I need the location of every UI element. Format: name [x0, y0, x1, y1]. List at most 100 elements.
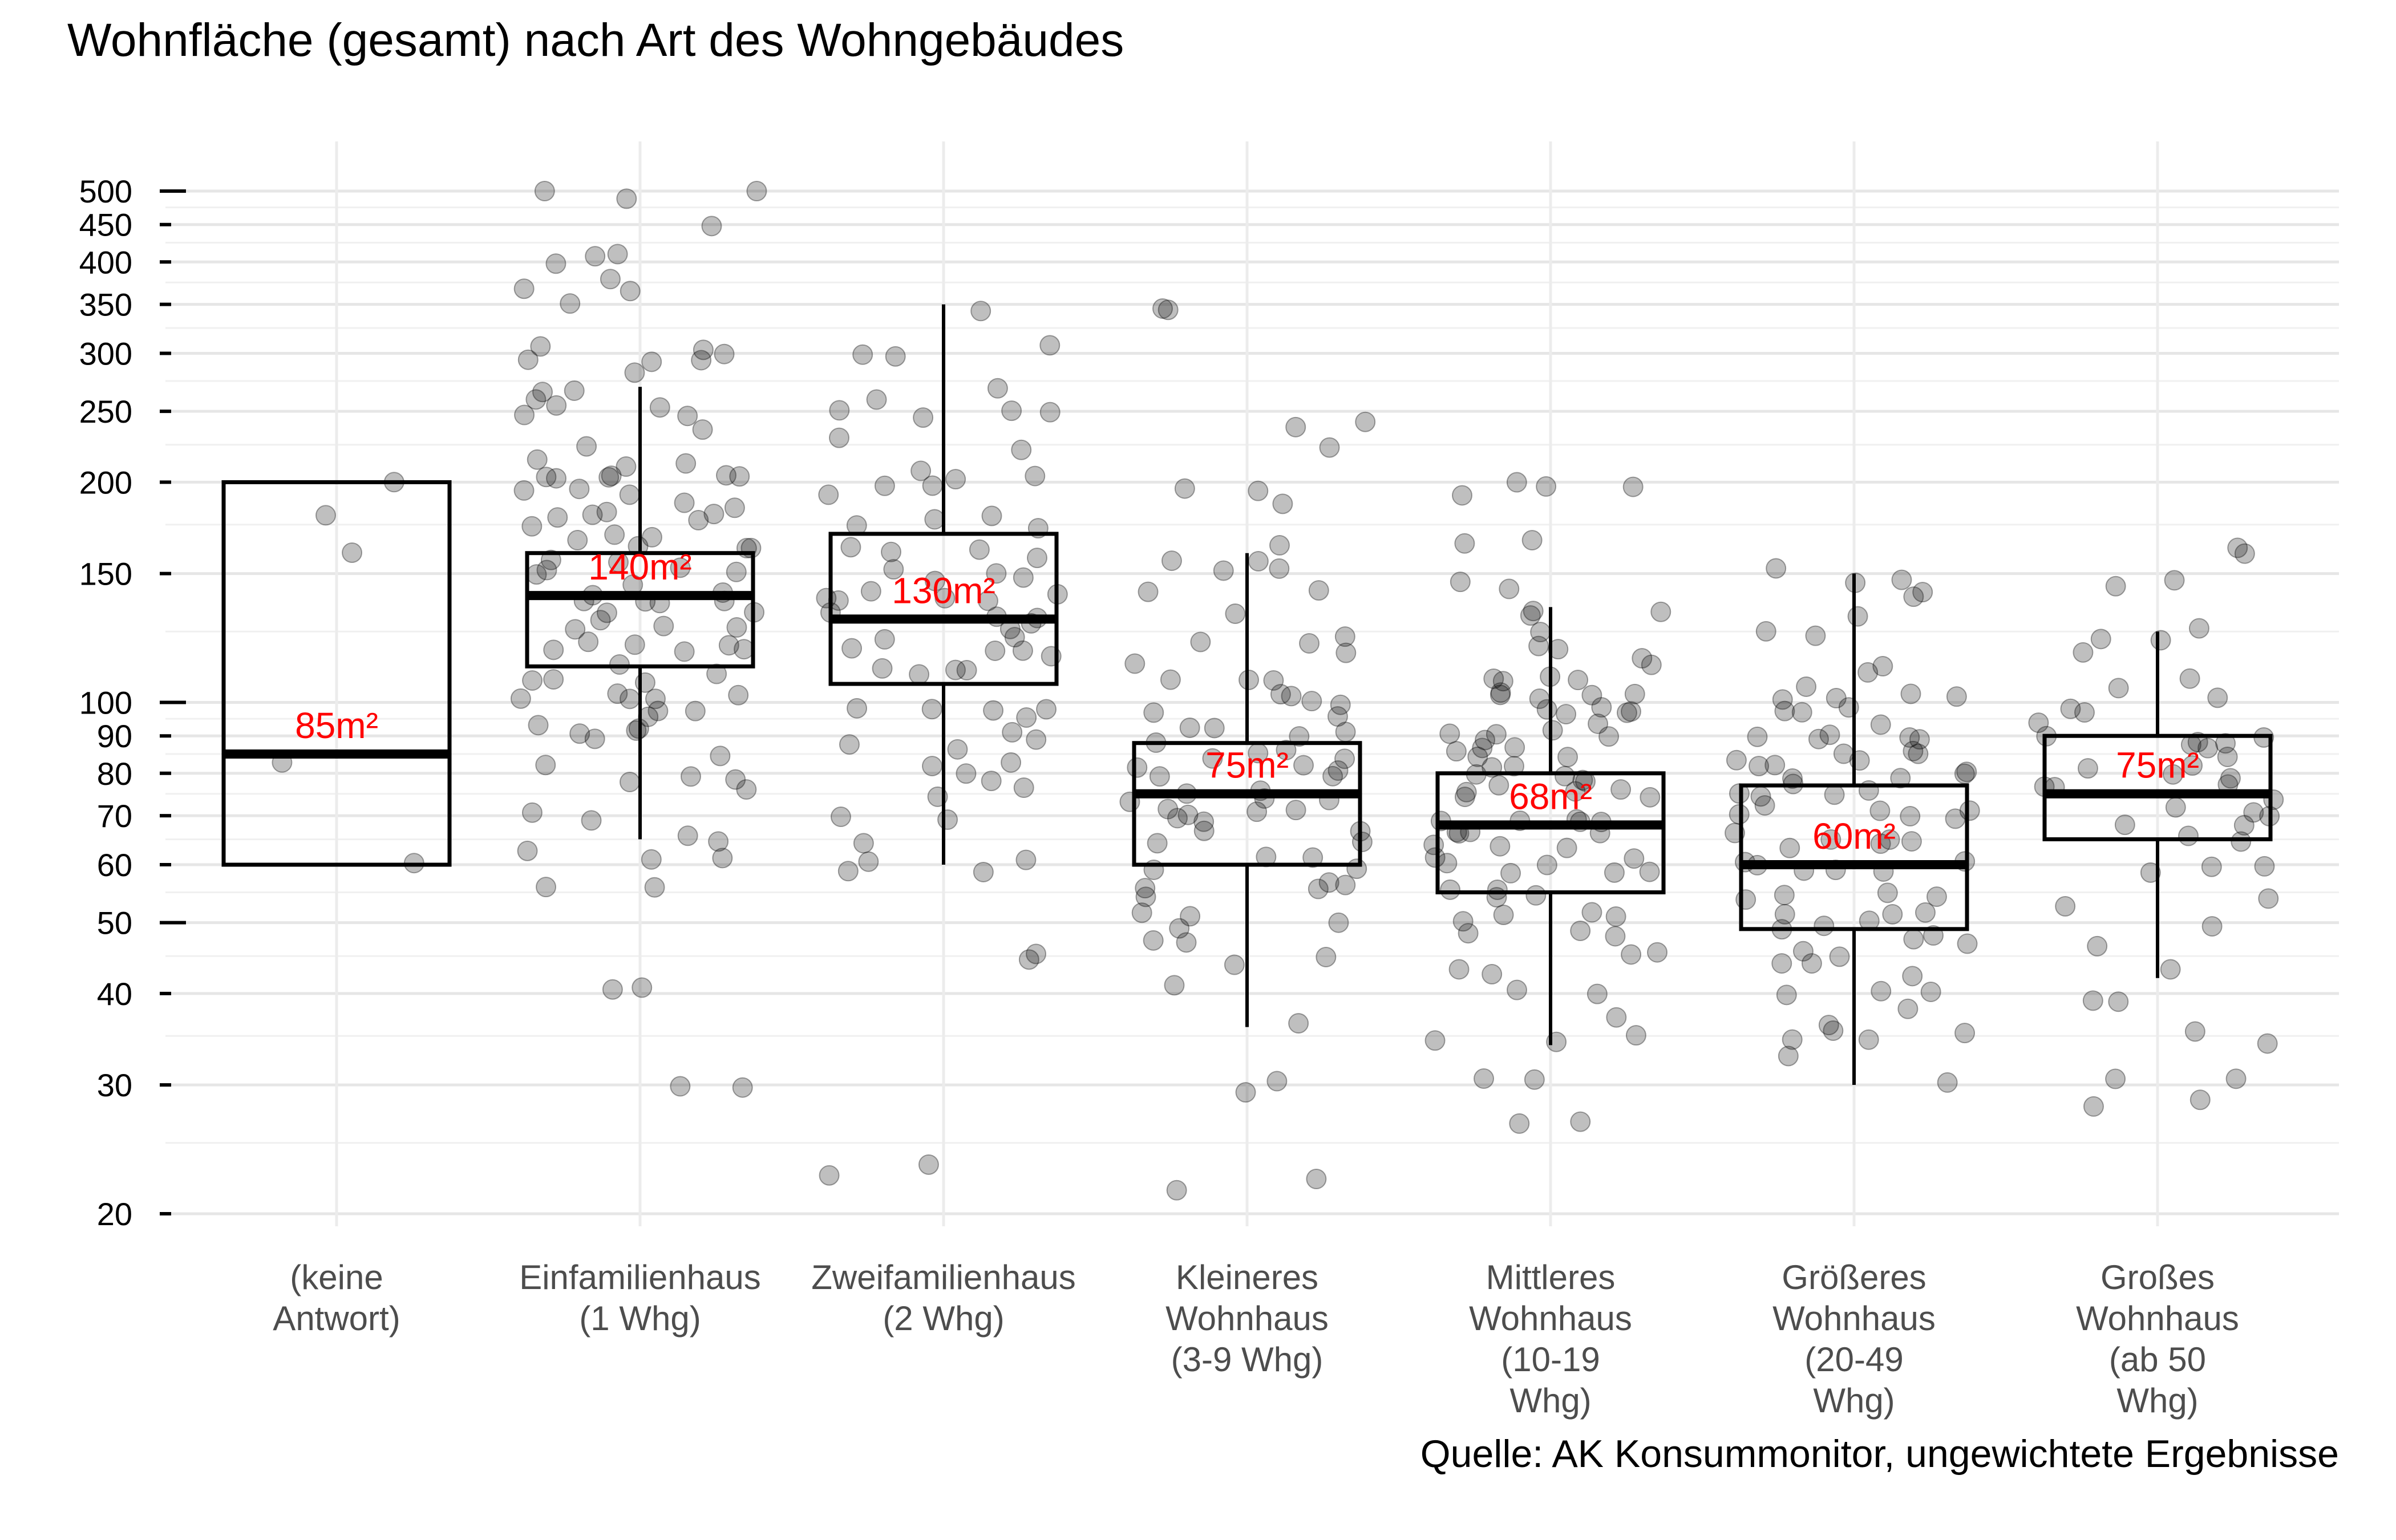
- data-point: [2234, 543, 2255, 564]
- data-point: [1013, 777, 1034, 799]
- data-point: [1180, 906, 1201, 927]
- category-label: Großes Wohnhaus (ab 50 Whg): [2076, 1258, 2239, 1420]
- data-point: [732, 1077, 753, 1098]
- data-point: [2160, 959, 2181, 980]
- data-point: [1903, 586, 1924, 607]
- data-point: [2060, 698, 2081, 719]
- data-point: [1891, 569, 1912, 590]
- data-point: [674, 492, 695, 513]
- data-point: [1805, 625, 1826, 646]
- data-point: [874, 629, 895, 650]
- data-point: [1747, 726, 1768, 747]
- data-point: [602, 979, 623, 1000]
- data-point: [540, 549, 561, 570]
- data-point: [1616, 702, 1637, 723]
- data-point: [1174, 478, 1195, 499]
- data-point: [607, 244, 628, 265]
- data-point: [517, 840, 538, 861]
- box: [1132, 741, 1362, 867]
- data-point: [945, 469, 966, 490]
- data-point: [565, 619, 586, 640]
- category-label-line: (10-19: [1501, 1340, 1600, 1379]
- data-point: [708, 831, 729, 852]
- data-point: [921, 699, 942, 720]
- data-point: [1581, 902, 1602, 923]
- data-point: [1335, 642, 1357, 663]
- data-point: [1330, 694, 1351, 715]
- data-point: [1270, 684, 1291, 705]
- y-tick-label: 300: [79, 336, 132, 372]
- data-point: [601, 465, 622, 487]
- data-point: [513, 480, 535, 501]
- data-point: [564, 380, 585, 401]
- data-point: [956, 660, 977, 681]
- data-point: [1166, 1180, 1187, 1201]
- data-point: [1872, 656, 1893, 677]
- data-point: [1774, 700, 1795, 722]
- data-point: [2178, 825, 2199, 846]
- data-point: [600, 269, 621, 290]
- data-point: [1334, 748, 1355, 769]
- data-point: [1620, 701, 1641, 722]
- data-point: [885, 346, 906, 367]
- y-tick-label: 200: [79, 464, 132, 500]
- data-point: [315, 505, 336, 526]
- data-point: [1605, 906, 1626, 927]
- data-point: [1482, 963, 1503, 984]
- data-point: [569, 479, 590, 500]
- data-point: [1490, 682, 1511, 703]
- data-point: [2108, 991, 2129, 1012]
- data-point: [1606, 1007, 1627, 1028]
- data-point: [1622, 476, 1644, 497]
- data-point: [560, 293, 581, 314]
- data-point: [1808, 728, 1829, 749]
- data-point: [596, 602, 617, 623]
- data-point: [1308, 580, 1329, 601]
- data-point: [1018, 949, 1039, 970]
- data-point: [2201, 916, 2223, 937]
- data-point: [547, 507, 568, 528]
- data-point: [626, 720, 647, 741]
- data-point: [1492, 671, 1513, 692]
- data-point: [521, 516, 543, 537]
- data-point: [1143, 702, 1164, 723]
- data-point: [1591, 697, 1612, 718]
- data-point: [1945, 808, 1966, 829]
- y-tick-label: 40: [97, 976, 132, 1012]
- data-point: [945, 659, 966, 680]
- data-point: [2231, 831, 2252, 852]
- data-point: [1640, 787, 1661, 808]
- data-point: [1624, 683, 1645, 704]
- data-point: [641, 526, 662, 548]
- category-label-line: Wohnhaus: [1469, 1299, 1632, 1338]
- data-point: [1179, 717, 1200, 738]
- data-point: [701, 216, 722, 237]
- data-point: [620, 281, 641, 302]
- data-point: [718, 635, 739, 656]
- data-point: [1164, 975, 1185, 996]
- data-point: [1335, 722, 1356, 743]
- data-point: [866, 389, 887, 410]
- data-point: [1288, 1013, 1309, 1034]
- data-point: [2087, 935, 2108, 957]
- data-point: [598, 467, 620, 488]
- data-point: [1823, 1020, 1844, 1041]
- data-point: [616, 456, 637, 477]
- data-point: [535, 755, 556, 776]
- data-point: [527, 449, 548, 470]
- data-point: [2164, 570, 2185, 591]
- data-point: [688, 509, 709, 530]
- data-point: [847, 698, 868, 719]
- data-point: [532, 382, 553, 403]
- data-point: [1639, 861, 1660, 882]
- data-point: [1829, 946, 1850, 967]
- data-point: [632, 977, 653, 998]
- data-point: [2077, 758, 2098, 779]
- data-point: [675, 453, 697, 474]
- data-point: [1135, 878, 1156, 899]
- data-point: [883, 559, 904, 580]
- data-point: [2189, 1089, 2211, 1111]
- data-point: [1011, 439, 1032, 460]
- data-point: [1735, 889, 1756, 910]
